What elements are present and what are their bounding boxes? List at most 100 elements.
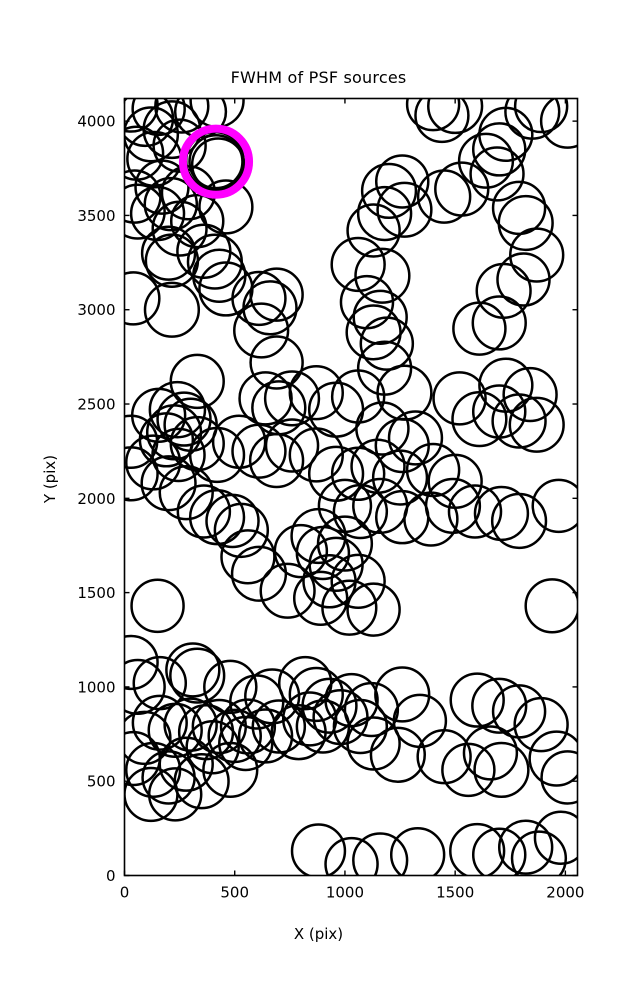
- psf-source-circle: [346, 582, 401, 637]
- psf-source-circle: [230, 545, 288, 602]
- psf-source-circle: [528, 730, 578, 787]
- psf-source-circle: [281, 691, 338, 747]
- psf-source-circle: [343, 681, 400, 738]
- psf-source-circle: [140, 225, 197, 281]
- psf-source-circle: [203, 659, 258, 715]
- psf-source-circle: [124, 766, 179, 823]
- psf-source-circle: [389, 827, 446, 876]
- psf-source-circle: [345, 304, 402, 361]
- psf-source-circle: [158, 464, 214, 521]
- psf-source-circle: [510, 830, 568, 876]
- psf-source-circle: [497, 819, 554, 875]
- psf-source-circle: [471, 827, 527, 876]
- psf-source-circle: [143, 281, 201, 338]
- psf-source-circle: [354, 247, 411, 304]
- psf-source-circle: [324, 836, 379, 876]
- axis-tick-labels: 0 500 1000 1500 2000 0 500 1000 1500 2000 2500 3000…: [77, 113, 584, 902]
- psf-source-circle: [131, 98, 186, 137]
- psf-source-circle: [198, 179, 254, 235]
- psf-source-circle: [124, 634, 159, 691]
- psf-source-circle: [447, 484, 503, 539]
- psf-source-circle: [263, 370, 321, 427]
- psf-source-circle: [190, 137, 246, 192]
- psf-source-circle: [140, 455, 197, 512]
- psf-source-circle: [151, 427, 206, 483]
- psf-source-circle: [473, 741, 530, 799]
- psf-source-circle: [169, 353, 225, 410]
- psf-source-circle: [502, 366, 558, 423]
- psf-source-circle: [231, 423, 287, 479]
- psf-source-circle: [359, 316, 415, 371]
- psf-source-circle: [405, 98, 461, 132]
- psf-source-circle: [352, 289, 408, 345]
- psf-source-circle: [165, 642, 221, 698]
- psf-source-circle: [264, 418, 320, 473]
- psf-source-circle: [321, 579, 378, 636]
- psf-source-circle: [191, 698, 247, 755]
- psf-source-circle: [369, 726, 426, 783]
- psf-source-circle: [219, 698, 277, 755]
- highlight-ring[interactable]: [178, 124, 254, 199]
- psf-source-circle: [469, 146, 525, 202]
- psf-source-circle: [220, 529, 276, 585]
- psf-source-circle: [270, 704, 327, 761]
- y-tick-label: 3500: [77, 207, 115, 225]
- psf-source-circle: [124, 710, 172, 766]
- y-tick-label: 2000: [77, 490, 115, 508]
- psf-source-circle: [248, 432, 305, 489]
- psf-source-circle: [124, 271, 161, 326]
- psf-source-circle: [471, 677, 528, 734]
- psf-source-circle: [533, 810, 578, 866]
- psf-source-circle: [346, 203, 401, 258]
- psf-source-circle: [490, 492, 548, 550]
- psf-source-circle: [249, 335, 304, 390]
- psf-source-circle: [491, 180, 547, 236]
- highlighted-psf-source-circle[interactable]: [188, 133, 244, 190]
- psf-source-circle: [156, 391, 212, 447]
- psf-source-circle: [185, 719, 240, 775]
- page-title: FWHM of PSF sources: [230, 68, 407, 87]
- psf-source-circle: [218, 715, 274, 772]
- psf-source-circle: [147, 767, 203, 822]
- psf-source-circle: [449, 822, 506, 876]
- x-tick-label: 1000: [326, 884, 364, 902]
- psf-source-circle: [471, 295, 527, 351]
- y-tick-label: 1000: [77, 678, 115, 696]
- psf-source-circle: [249, 267, 304, 322]
- psf-source-circle: [371, 449, 429, 506]
- psf-source-circle: [356, 185, 413, 242]
- psf-source-circle: [251, 699, 307, 754]
- psf-source-circle: [295, 699, 351, 754]
- psf-source-circle: [352, 832, 409, 876]
- psf-source-circle: [290, 507, 347, 565]
- psf-source-circle: [355, 401, 410, 456]
- axis-ticks: [123, 98, 578, 877]
- psf-source-circle: [316, 515, 374, 572]
- psf-source-circle: [231, 270, 287, 327]
- y-tick-label: 2500: [77, 396, 115, 414]
- psf-source-circle: [147, 702, 203, 758]
- psf-source-circle: [374, 154, 430, 209]
- psf-source-circle: [478, 357, 534, 413]
- psf-source-circle: [524, 578, 578, 634]
- psf-source-circle: [332, 483, 389, 540]
- psf-source-circle: [288, 666, 344, 723]
- y-tick-label: 1500: [77, 584, 115, 602]
- psf-source-circle: [414, 98, 470, 144]
- psf-source-circle: [154, 98, 210, 134]
- psf-source-circle: [513, 696, 569, 753]
- psf-source-circle: [288, 365, 344, 421]
- psf-source-circle: [449, 672, 505, 728]
- psf-source-circle: [427, 98, 484, 135]
- psf-source-circle: [176, 484, 232, 539]
- psf-source-circle: [259, 562, 316, 619]
- psf-source-circle: [124, 106, 180, 163]
- psf-source-circle: [148, 380, 207, 439]
- psf-source-circle: [434, 161, 490, 217]
- y-tick-label: 3000: [77, 301, 115, 319]
- highlighted-source[interactable]: [178, 124, 254, 199]
- psf-source-circle: [169, 647, 226, 704]
- x-tick-label: 2000: [546, 884, 584, 902]
- x-tick-label: 1500: [436, 884, 474, 902]
